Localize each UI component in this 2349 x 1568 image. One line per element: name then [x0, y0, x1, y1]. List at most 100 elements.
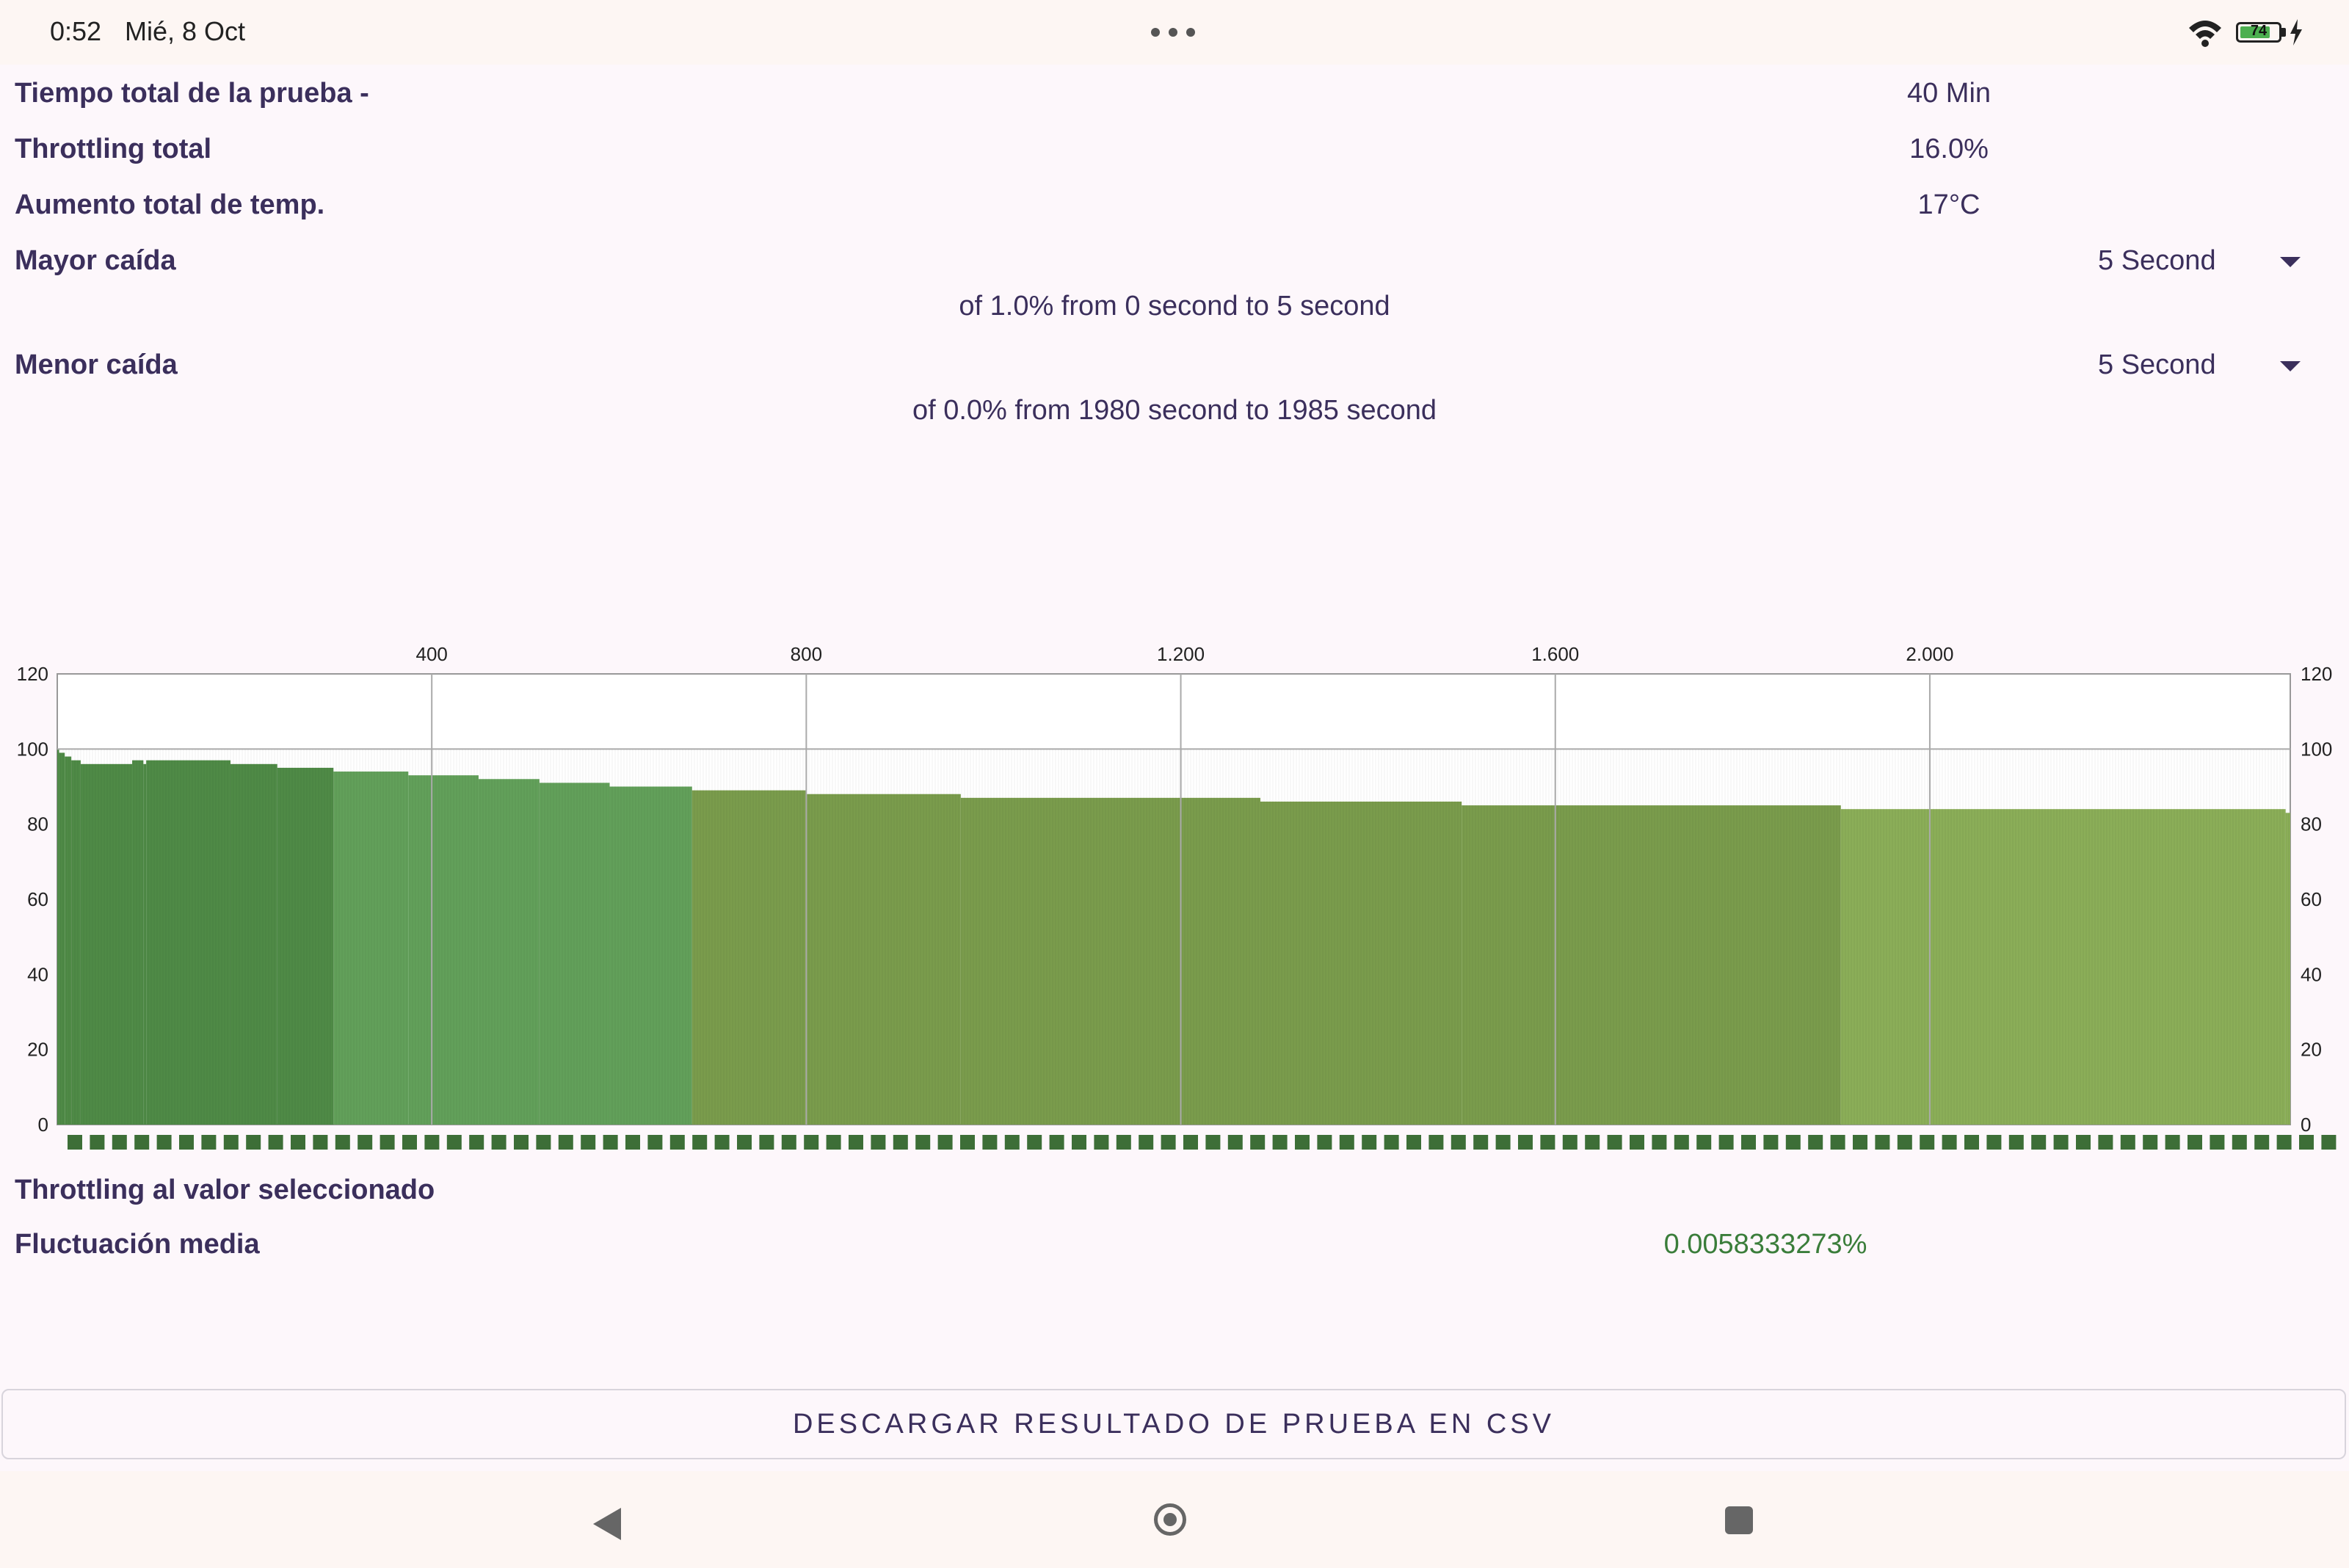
chart-marker — [2321, 1135, 2337, 1150]
chart-marker — [1785, 1135, 1801, 1150]
chart-marker — [1853, 1135, 1867, 1150]
chart-bar-2 — [65, 756, 72, 1125]
throttling-selected-label: Throttling al valor seleccionado — [15, 1175, 435, 1205]
total-time-label: Tiempo total de la prueba - — [15, 78, 369, 109]
chart-marker — [1317, 1135, 1332, 1150]
chart-marker — [2143, 1135, 2158, 1150]
chart-marker — [68, 1135, 82, 1150]
chart-y-tick-left: 0 — [38, 1114, 48, 1136]
chart-marker — [1049, 1135, 1064, 1150]
chart-bar-1 — [59, 752, 65, 1125]
chevron-down-icon[interactable] — [2280, 257, 2301, 267]
chart-marker — [849, 1135, 863, 1150]
chart-bar-19 — [1462, 805, 1841, 1125]
max-drop-description: of 1.0% from 0 second to 5 second — [959, 291, 1390, 322]
chart-marker — [491, 1135, 507, 1150]
chart-y-tick-left: 120 — [17, 663, 48, 685]
chart-x-tick-label: 400 — [415, 643, 447, 665]
chart-marker — [1227, 1135, 1243, 1150]
battery-cap — [2281, 28, 2286, 37]
battery-level: 74 — [2250, 23, 2268, 39]
throttling-chart[interactable]: 400 800 1.200 1.600 2.000 0 0 20 20 40 40 60 60 80 80 1… — [0, 631, 2349, 1160]
chart-y-tick-right: 40 — [2301, 963, 2322, 985]
chart-marker — [1205, 1135, 1221, 1150]
chart-marker — [937, 1135, 953, 1150]
chart-marker — [335, 1135, 350, 1150]
chart-marker — [581, 1135, 596, 1150]
chart-marker — [90, 1135, 105, 1150]
chart-y-tick-right: 120 — [2301, 663, 2332, 685]
chart-marker — [781, 1135, 796, 1150]
chart-bar-3 — [71, 760, 81, 1125]
chart-marker — [1696, 1135, 1712, 1150]
max-drop-interval-select[interactable]: 5 Second — [2098, 245, 2216, 276]
chart-marker — [2076, 1135, 2091, 1150]
chart-marker — [112, 1135, 127, 1150]
chart-marker — [1183, 1135, 1198, 1150]
chart-bar-12 — [478, 779, 540, 1125]
home-icon[interactable] — [1154, 1503, 1186, 1536]
chart-marker — [1630, 1135, 1644, 1150]
chart-marker — [1406, 1135, 1421, 1150]
more-dots-icon[interactable] — [1151, 28, 1195, 37]
chart-marker — [2053, 1135, 2069, 1150]
chart-marker — [1116, 1135, 1131, 1150]
chart-marker — [1808, 1135, 1823, 1150]
chart-marker — [1964, 1135, 1979, 1150]
chart-y-tick-right: 80 — [2301, 813, 2322, 835]
chart-bar-21 — [2285, 813, 2290, 1125]
chart-marker — [380, 1135, 395, 1150]
chart-bar-4 — [80, 763, 133, 1125]
download-csv-button[interactable]: DESCARGAR RESULTADO DE PRUEBA EN CSV — [1, 1389, 2346, 1459]
chart-marker — [982, 1135, 998, 1150]
chart-marker — [714, 1135, 730, 1150]
chart-marker — [2254, 1135, 2270, 1150]
chart-marker — [536, 1135, 551, 1150]
chart-marker — [669, 1135, 685, 1150]
chart-marker — [1652, 1135, 1667, 1150]
chart-marker — [2299, 1135, 2314, 1150]
chevron-down-icon[interactable] — [2280, 361, 2301, 371]
chart-marker — [179, 1135, 194, 1150]
chart-marker — [357, 1135, 373, 1150]
chart-marker — [514, 1135, 529, 1150]
chart-y-tick-left: 60 — [27, 888, 48, 910]
chart-marker — [1830, 1135, 1845, 1150]
charging-bolt-icon — [2290, 19, 2302, 46]
chart-marker — [692, 1135, 708, 1150]
chart-marker — [1451, 1135, 1466, 1150]
chart-marker — [1473, 1135, 1489, 1150]
back-icon[interactable] — [593, 1508, 621, 1540]
chart-marker — [446, 1135, 462, 1150]
recents-icon[interactable] — [1725, 1506, 1753, 1534]
chart-bar-15 — [691, 790, 807, 1125]
chart-marker — [1986, 1135, 2002, 1150]
chart-y-tick-right: 100 — [2301, 738, 2332, 760]
chart-x-tick-label: 1.600 — [1531, 643, 1579, 665]
chart-y-tick-left: 40 — [27, 963, 48, 985]
chart-marker — [1362, 1135, 1377, 1150]
chart-marker — [2276, 1135, 2292, 1150]
chart-marker — [1875, 1135, 1890, 1150]
chart-marker — [1004, 1135, 1020, 1150]
chart-bar-16 — [806, 794, 961, 1125]
chart-marker — [1920, 1135, 1935, 1150]
chart-marker — [915, 1135, 931, 1150]
chart-marker — [291, 1135, 305, 1150]
min-drop-interval-select[interactable]: 5 Second — [2098, 349, 2216, 380]
throttling-total-value: 16.0% — [1909, 134, 1989, 164]
chart-marker — [759, 1135, 774, 1150]
chart-marker — [223, 1135, 239, 1150]
chart-marker — [424, 1135, 440, 1150]
chart-marker — [313, 1135, 328, 1150]
chart-marker — [1897, 1135, 1912, 1150]
chart-marker — [871, 1135, 886, 1150]
chart-marker — [402, 1135, 417, 1150]
temp-increase-value: 17°C — [1917, 189, 1981, 220]
chart-marker — [1562, 1135, 1578, 1150]
chart-marker — [2120, 1135, 2135, 1150]
chart-marker — [647, 1135, 663, 1150]
chart-marker — [1161, 1135, 1176, 1150]
navigation-bar — [0, 1471, 2349, 1568]
chart-marker — [469, 1135, 484, 1150]
